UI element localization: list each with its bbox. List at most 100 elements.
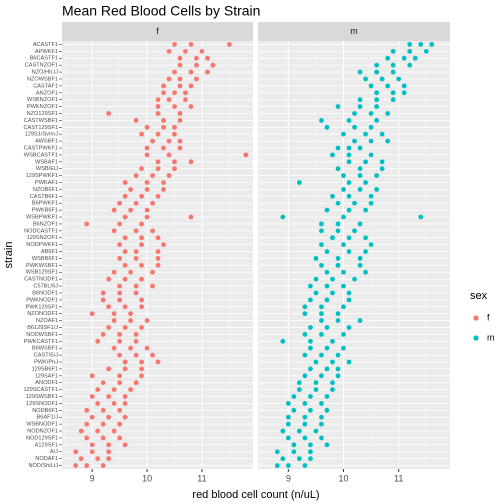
dot <box>308 366 313 372</box>
dot <box>308 442 313 448</box>
dot <box>335 145 341 151</box>
dot <box>133 173 139 179</box>
dot <box>155 111 161 116</box>
dot <box>155 159 161 165</box>
dot <box>363 76 368 82</box>
dot <box>368 111 374 116</box>
y-tick-label: PWKB6F1 <box>32 208 58 214</box>
y-tick-label: 129S1/SvImJ <box>25 132 58 138</box>
dot <box>346 180 352 185</box>
dot <box>346 235 352 241</box>
dot <box>346 290 352 296</box>
dot <box>117 331 123 337</box>
dot <box>210 62 216 68</box>
dot <box>352 276 357 282</box>
dot <box>117 435 123 441</box>
y-tick-label: NODWSBF1 <box>26 332 58 338</box>
dot <box>319 318 324 323</box>
dot <box>308 407 313 413</box>
dot <box>357 145 363 151</box>
dot <box>330 152 335 158</box>
y-tick-label: A129SF1 <box>35 442 58 448</box>
y-tick-label: 129SNODF1 <box>26 401 58 407</box>
dot <box>188 83 194 89</box>
dot <box>155 166 161 172</box>
dot <box>133 256 139 261</box>
dot <box>100 435 106 441</box>
dot <box>161 124 166 130</box>
dot <box>95 338 101 344</box>
dot <box>106 394 112 399</box>
y-tick-label: 129SB6F1 <box>32 366 58 372</box>
dot <box>374 62 380 68</box>
y-tick-label: B6AF1/J <box>37 415 59 421</box>
y-tick-label: NZOWSBF1 <box>27 76 58 82</box>
x-tick-label: 9 <box>286 473 291 483</box>
dot <box>139 166 144 172</box>
dot <box>89 311 95 317</box>
dot <box>319 401 324 406</box>
dot <box>357 262 363 268</box>
dot <box>139 297 144 303</box>
dot <box>111 207 117 213</box>
dot <box>183 97 188 103</box>
dot <box>385 83 391 89</box>
dot <box>117 352 123 358</box>
dot <box>308 345 313 351</box>
dot <box>144 145 150 151</box>
dot <box>285 463 291 468</box>
dot <box>172 69 177 75</box>
dot <box>122 249 128 254</box>
dot <box>139 235 144 241</box>
dot <box>166 152 172 158</box>
dot <box>324 325 330 330</box>
dot <box>385 111 391 116</box>
dot <box>324 442 330 448</box>
dot <box>291 394 297 399</box>
dot <box>418 42 424 47</box>
dot <box>357 166 363 172</box>
y-tick-label: CASTNODF1 <box>24 277 58 283</box>
y-tick-label: NZOAF1 <box>36 318 58 324</box>
dot <box>194 76 199 82</box>
dot <box>302 435 308 441</box>
y-tick-label: 129SPWKF1 <box>26 173 58 179</box>
y-tick-label: A/J <box>50 449 58 455</box>
dot <box>133 380 139 386</box>
y-tick-label: ANZOF1 <box>36 90 58 96</box>
dot <box>106 111 112 116</box>
dot <box>111 428 117 434</box>
dot <box>335 373 341 379</box>
dot <box>368 242 374 248</box>
dot <box>177 145 183 151</box>
dot <box>341 242 346 248</box>
dot <box>335 228 341 234</box>
y-tick-label: 129SNZOF1 <box>27 235 58 241</box>
dot <box>183 90 188 96</box>
dot <box>330 290 335 296</box>
y-tick-label: WSBPWKF1 <box>26 215 58 221</box>
dot <box>111 228 117 234</box>
dot <box>324 345 330 351</box>
dot <box>390 62 396 68</box>
y-tick-label: NODNZOF1 <box>27 429 58 435</box>
dot <box>166 48 172 54</box>
dot <box>133 338 139 344</box>
dot <box>177 138 183 144</box>
dot <box>144 214 150 220</box>
dot <box>144 180 150 185</box>
dot <box>172 90 177 96</box>
dot <box>324 283 330 289</box>
dot <box>308 338 313 344</box>
dot <box>363 249 368 254</box>
dot <box>84 435 90 441</box>
dot <box>346 152 352 158</box>
dot <box>319 414 324 420</box>
dot <box>172 42 177 47</box>
dot <box>357 318 363 323</box>
dot <box>341 214 346 220</box>
dot <box>319 262 324 268</box>
dot <box>313 428 319 434</box>
dot <box>172 159 177 165</box>
dot <box>324 207 330 213</box>
